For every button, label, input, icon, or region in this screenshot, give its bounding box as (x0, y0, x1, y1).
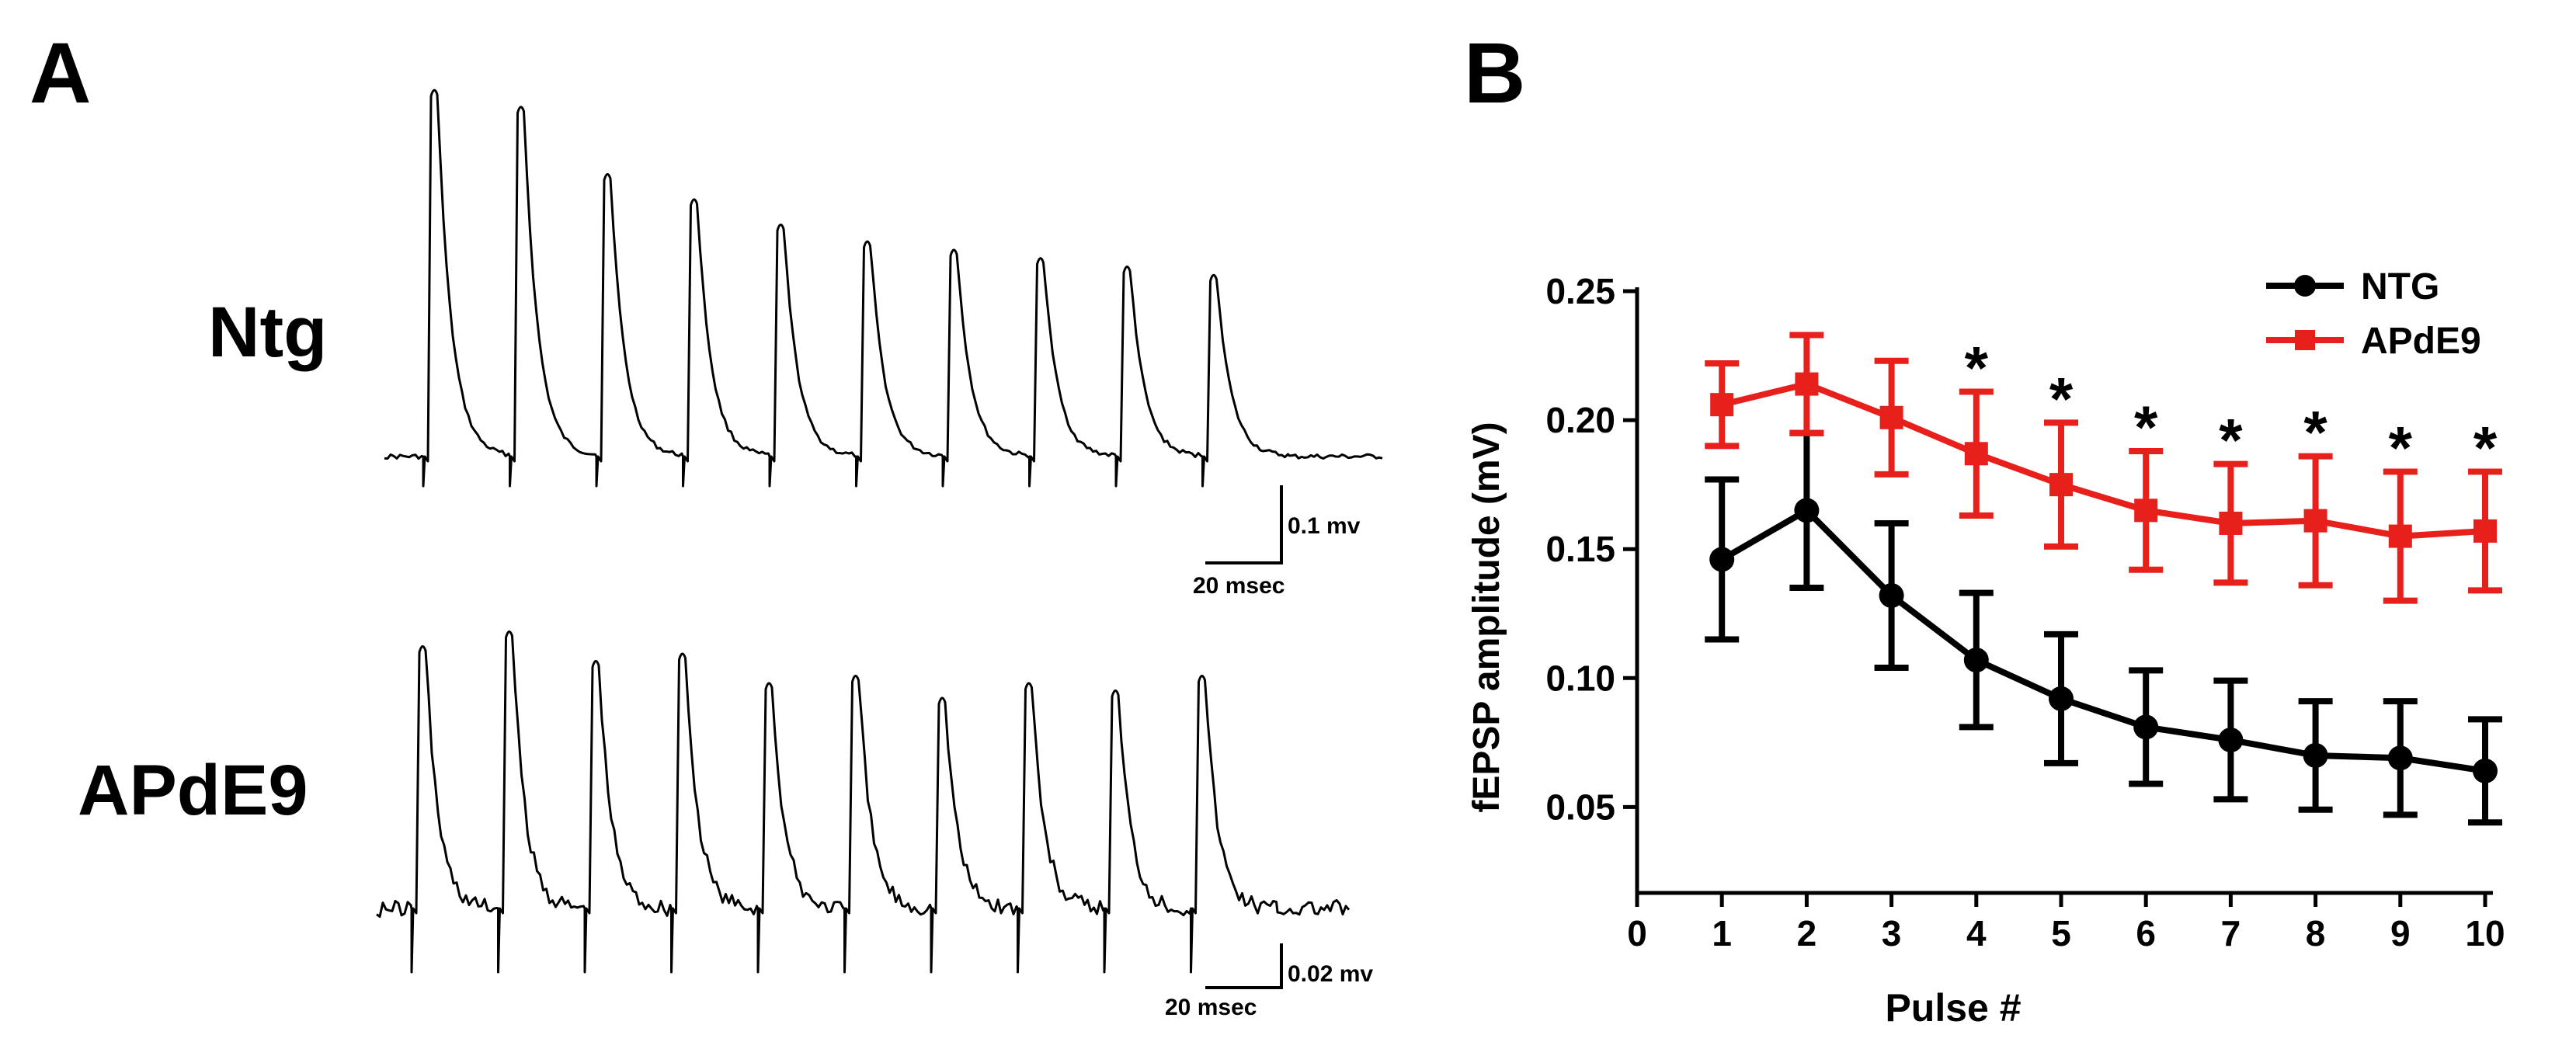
data-point (2388, 524, 2412, 548)
x-tick-label: 0 (1627, 913, 1647, 953)
chart-legend: NTG APdE9 (2266, 266, 2481, 362)
series-line (1720, 507, 2486, 774)
data-point (2133, 714, 2159, 740)
data-point (1963, 648, 1989, 673)
apde9-trace-group (376, 630, 1351, 974)
x-tick-label: 10 (2465, 913, 2505, 953)
data-point (2303, 742, 2328, 768)
y-tick-label: 0.10 (1545, 658, 1615, 698)
trace-label-apde9: APdE9 (78, 751, 308, 830)
chart-series (1705, 332, 2502, 826)
x-tick-label: 3 (1882, 913, 1902, 953)
data-point (2049, 473, 2073, 497)
apde9-scale-bar (1205, 943, 1283, 989)
significance-star: * (2473, 414, 2498, 482)
data-point (1964, 442, 1988, 466)
data-point (2049, 686, 2074, 711)
data-point (2303, 509, 2327, 533)
data-point (2219, 511, 2243, 535)
y-tick-label: 0.15 (1545, 529, 1615, 569)
y-tick-label: 0.20 (1545, 400, 1615, 440)
x-tick-label: 8 (2306, 913, 2326, 953)
ntg-time-scale-label: 20 msec (1193, 573, 1285, 599)
x-tick-label: 2 (1797, 913, 1817, 953)
y-tick-label: 0.05 (1545, 787, 1615, 827)
significance-markers: * * * * * * * (1965, 334, 2498, 482)
significance-star: * (2389, 414, 2413, 482)
significance-star: * (2219, 406, 2243, 474)
significance-star: * (2049, 364, 2074, 432)
data-point (2473, 758, 2498, 783)
x-tick-label: 6 (2136, 913, 2156, 953)
series-ntg (1705, 429, 2502, 826)
significance-star: * (2134, 393, 2158, 461)
field-potential-traces (376, 89, 1383, 989)
apde9-voltage-scale-label: 0.02 mv (1288, 961, 1374, 987)
x-tick-label: 5 (2051, 913, 2071, 953)
y-axis-label: fEPSP amplitude (mV) (1466, 422, 1507, 812)
x-tick-label: 1 (1712, 913, 1732, 953)
data-point (2134, 498, 2158, 523)
data-point (2473, 519, 2497, 543)
legend-ntg-label: NTG (2361, 266, 2439, 307)
x-tick-label: 4 (1966, 913, 1987, 953)
data-point (1879, 582, 1904, 608)
data-point (1795, 372, 1819, 396)
ntg-scale-bar (1205, 485, 1283, 564)
significance-star: * (2303, 398, 2327, 467)
trace-label-ntg: Ntg (208, 293, 328, 372)
data-point (1794, 498, 1820, 523)
significance-star: * (1965, 334, 1989, 402)
ntg-voltage-scale-label: 0.1 mv (1288, 513, 1361, 539)
apde9-time-scale-label: 20 msec (1165, 995, 1257, 1020)
series-apde9 (1705, 332, 2502, 604)
y-tick-label: 0.25 (1545, 271, 1615, 311)
series-line (1721, 380, 2486, 540)
legend-apde9-label: APdE9 (2361, 321, 2481, 362)
panel-a-letter: A (30, 26, 92, 121)
data-point (1879, 405, 1903, 429)
x-tick-label: 7 (2221, 913, 2241, 953)
panel-b-letter: B (1464, 26, 1526, 121)
data-point (1709, 547, 1735, 572)
legend-ntg-marker (2294, 275, 2316, 297)
data-point (2218, 728, 2244, 753)
field-potential-trace (376, 630, 1351, 974)
field-potential-trace (384, 89, 1383, 488)
data-point (2387, 745, 2413, 771)
ntg-trace-group (384, 89, 1383, 488)
x-axis-label: Pulse # (1885, 986, 2021, 1030)
x-tick-label: 9 (2390, 913, 2411, 953)
data-point (1710, 393, 1734, 417)
chart-axes: 0.05 0.10 0.15 0.20 0.25 0 1 2 3 4 5 6 7 8 9 10 (1545, 271, 2505, 953)
legend-apde9-marker (2295, 330, 2315, 350)
